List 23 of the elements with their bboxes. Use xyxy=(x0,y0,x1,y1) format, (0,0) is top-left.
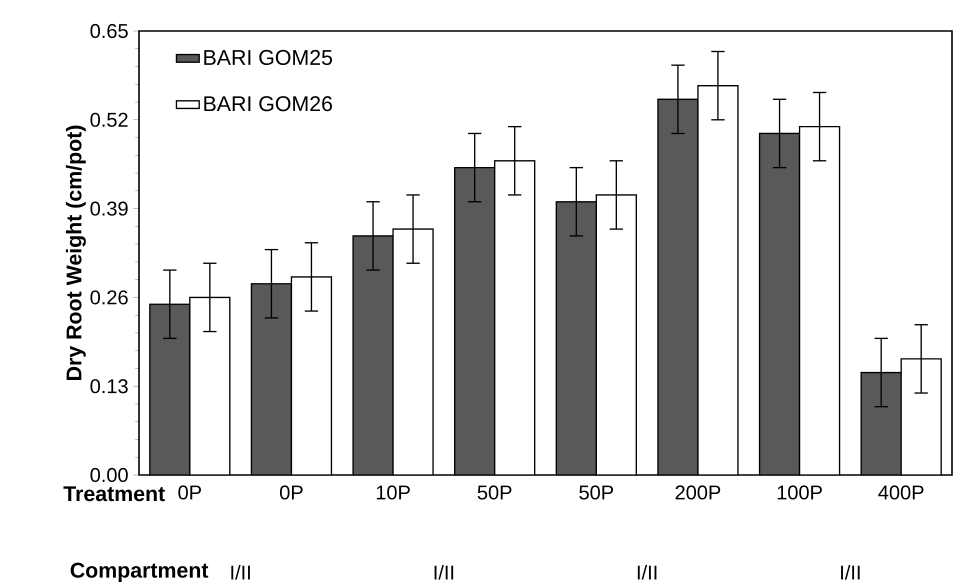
x-tick-label: 0P xyxy=(280,485,303,500)
legend-label: BARI GOM25 xyxy=(204,50,332,66)
y-tick-label: 0.52 xyxy=(90,112,128,127)
y-tick-label: 0.65 xyxy=(90,24,128,38)
x-axis-title: Treatment xyxy=(63,486,165,502)
y-tick-label: 0.00 xyxy=(90,468,128,482)
y-axis-title: Dry Root Weight (cm/pot) xyxy=(66,126,86,380)
y-tick-label: 0.13 xyxy=(90,379,128,394)
text: I/II xyxy=(638,564,656,580)
x-tick-label: 400P xyxy=(878,485,924,500)
text: I/II xyxy=(841,564,860,580)
y-tick-label: 0.39 xyxy=(90,202,128,216)
y-tick-label: 0.26 xyxy=(90,290,128,304)
legend-label: BARI GOM26 xyxy=(204,96,332,112)
x-tick-label: 10P xyxy=(376,485,410,500)
x-tick-label: 0P xyxy=(178,485,201,500)
x-tick-label: 200P xyxy=(676,485,720,500)
x-tick-label: 100P xyxy=(778,485,822,500)
x-tick-label: 50P xyxy=(478,485,512,500)
x-tick-label: 50P xyxy=(579,485,614,500)
text: Compartment xyxy=(70,562,208,582)
text: I/II xyxy=(434,564,454,580)
text: I/II xyxy=(231,564,250,580)
